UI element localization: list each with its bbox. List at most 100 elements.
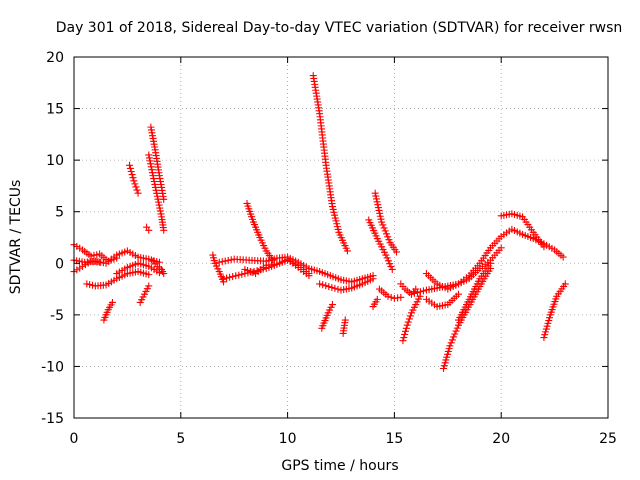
x-tick-label: 25 xyxy=(599,431,617,447)
data-point xyxy=(403,321,411,329)
data-point xyxy=(148,169,156,177)
data-point xyxy=(146,157,154,165)
data-point xyxy=(372,192,380,200)
y-tick-label: 15 xyxy=(46,102,64,118)
x-tick-label: 0 xyxy=(70,431,79,447)
series-track-08 xyxy=(136,282,153,306)
data-point xyxy=(376,212,384,220)
data-point xyxy=(226,273,234,281)
data-point xyxy=(148,166,156,174)
data-point xyxy=(147,163,155,171)
plot-frame xyxy=(73,56,609,419)
data-point xyxy=(378,218,386,226)
data-point xyxy=(145,154,153,162)
data-point xyxy=(130,177,138,185)
data-point xyxy=(156,204,164,212)
series-track-34 xyxy=(540,280,569,342)
series-track-19 xyxy=(316,275,377,294)
data-point xyxy=(393,248,401,256)
data-point xyxy=(253,267,261,275)
data-point xyxy=(325,283,333,291)
series-track-23 xyxy=(371,189,401,256)
data-point xyxy=(128,171,136,179)
data-point xyxy=(384,292,392,300)
y-tick-label: 20 xyxy=(46,50,64,66)
series-track-04 xyxy=(83,268,153,290)
data-point xyxy=(379,221,387,229)
series-track-05 xyxy=(100,298,116,324)
data-point xyxy=(384,257,392,265)
grid-lines xyxy=(74,57,608,418)
data-point xyxy=(387,293,395,301)
data-point xyxy=(153,192,161,200)
series-track-22 xyxy=(365,216,396,273)
data-point xyxy=(155,198,163,206)
y-tick-label: 0 xyxy=(55,256,64,272)
series-track-30 xyxy=(422,290,462,311)
data-point xyxy=(497,244,505,252)
x-tick-label: 20 xyxy=(492,431,510,447)
series-track-11 xyxy=(147,123,168,203)
data-point xyxy=(384,233,392,241)
data-point xyxy=(126,161,134,169)
series-track-16 xyxy=(241,255,313,280)
data-point xyxy=(134,189,142,197)
series-track-25 xyxy=(375,285,405,302)
data-point xyxy=(451,330,459,338)
data-point xyxy=(133,186,141,194)
data-point xyxy=(380,224,388,232)
data-points xyxy=(70,72,569,372)
data-point xyxy=(410,289,418,297)
data-point xyxy=(386,260,394,268)
data-point xyxy=(388,265,396,273)
y-tick-label: 10 xyxy=(46,153,64,169)
data-point xyxy=(145,271,153,279)
series-track-21 xyxy=(339,316,349,337)
data-point xyxy=(450,333,458,341)
y-tick-label: 5 xyxy=(55,205,64,221)
data-point xyxy=(227,256,235,264)
data-point xyxy=(407,290,415,298)
x-axis-label: GPS time / hours xyxy=(281,458,398,474)
data-point xyxy=(487,259,495,267)
series-track-26 xyxy=(397,280,420,298)
series-track-32 xyxy=(454,259,495,324)
data-point xyxy=(150,178,158,186)
data-point xyxy=(383,254,391,262)
data-point xyxy=(402,327,410,335)
data-point xyxy=(372,195,380,203)
data-point xyxy=(145,226,153,234)
data-point xyxy=(223,274,231,282)
data-point xyxy=(373,198,381,206)
data-point xyxy=(405,315,413,323)
series-track-13 xyxy=(209,251,228,286)
series-track-09 xyxy=(143,223,153,234)
data-point xyxy=(156,207,164,215)
data-point xyxy=(331,284,339,292)
data-point xyxy=(377,215,385,223)
data-point xyxy=(452,327,460,335)
y-tick-label: -10 xyxy=(41,359,64,375)
data-point xyxy=(221,257,229,265)
x-tick-label: 15 xyxy=(385,431,403,447)
data-point xyxy=(145,151,153,159)
x-tick-label: 5 xyxy=(176,431,185,447)
data-point xyxy=(341,316,349,324)
series-track-20 xyxy=(318,301,336,332)
data-point xyxy=(129,174,137,182)
data-point xyxy=(126,164,134,172)
data-point xyxy=(235,271,243,279)
data-point xyxy=(374,201,382,209)
data-point xyxy=(319,281,327,289)
data-point xyxy=(157,210,165,218)
series-track-10 xyxy=(145,151,168,234)
data-point xyxy=(153,189,161,197)
data-point xyxy=(160,270,168,278)
data-point xyxy=(328,301,336,309)
series-track-18 xyxy=(309,72,351,255)
data-point xyxy=(382,251,390,259)
data-point xyxy=(374,204,382,212)
data-point xyxy=(373,295,381,303)
data-point xyxy=(108,298,116,306)
